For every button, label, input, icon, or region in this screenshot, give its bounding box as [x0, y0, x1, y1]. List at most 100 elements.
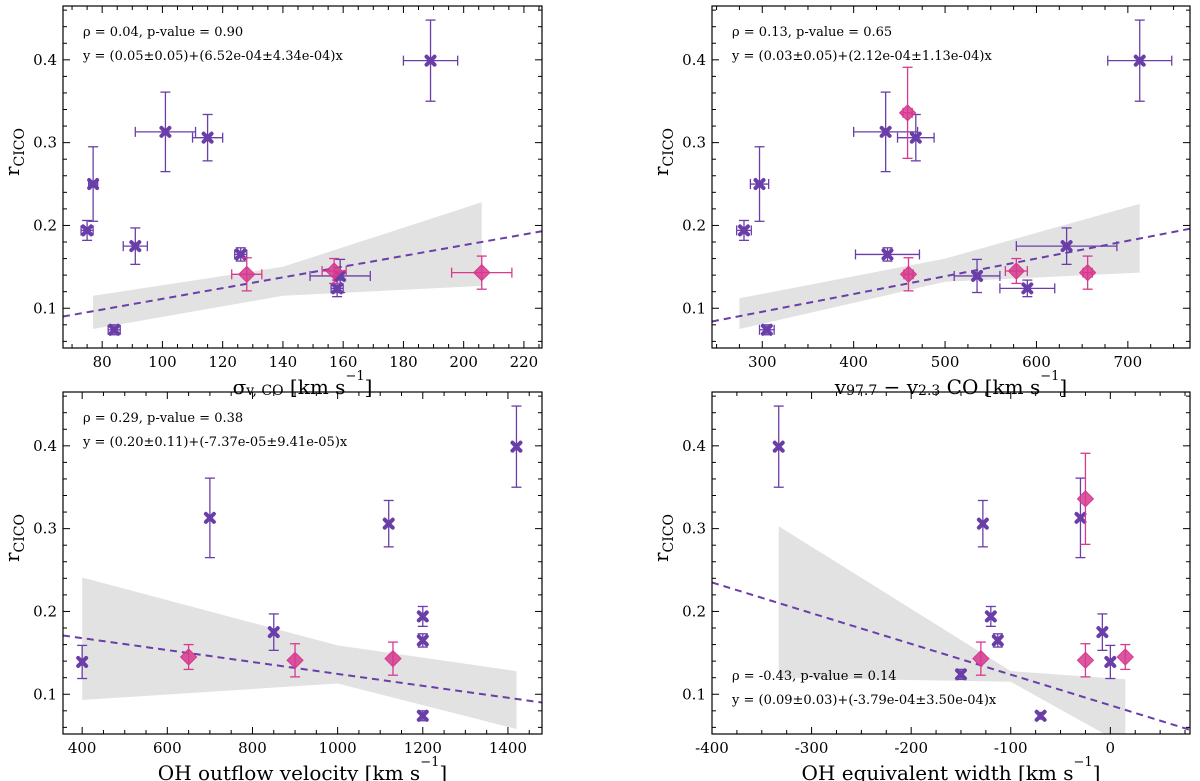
y-axis-label: rCICO: [0, 514, 28, 562]
x-tick-label: 400: [839, 353, 868, 371]
data-point-cross: [772, 405, 785, 488]
y-tick-label: 0.2: [33, 216, 57, 234]
data-point-cross: [416, 605, 429, 627]
x-tick-label: 500: [931, 353, 960, 371]
x-tick-label: 1200: [404, 739, 442, 757]
data-point-cross: [107, 323, 121, 336]
data-point-diamond: [1004, 257, 1028, 285]
x-tick-label: -200: [894, 739, 928, 757]
data-point-diamond: [321, 257, 347, 285]
data-point-cross: [999, 279, 1056, 298]
correlation-annotation: ρ = 0.13, p-value = 0.65: [732, 25, 892, 40]
data-point-cross: [402, 19, 459, 102]
cross-marker: [416, 709, 429, 722]
data-point-cross: [510, 405, 523, 488]
data-point-cross: [203, 477, 216, 559]
cross-marker: [201, 131, 214, 144]
cross-marker: [971, 269, 984, 282]
cross-marker: [1096, 626, 1109, 639]
x-tick-label: 700: [1114, 353, 1143, 371]
data-point-cross: [1104, 644, 1117, 680]
confidence-band: [739, 203, 1140, 329]
x-tick-label: 140: [269, 353, 298, 371]
fit-line: [712, 227, 1190, 323]
diamond-marker: [1076, 490, 1095, 508]
y-axis-label: rCICO: [649, 514, 677, 562]
data-point-cross: [953, 258, 1001, 294]
data-point-diamond: [450, 255, 513, 290]
x-axis-label: v97.7 − v2.3 CO [km s−1]: [834, 369, 1067, 399]
diamond-marker: [899, 265, 918, 284]
data-point-cross: [1074, 477, 1087, 559]
cross-marker: [1060, 240, 1073, 253]
data-point-cross: [954, 668, 967, 681]
data-point-cross: [267, 613, 280, 652]
y-axis-label: rCICO: [0, 128, 28, 176]
data-point-cross: [87, 146, 100, 222]
axes-frame: [711, 391, 1191, 735]
data-point-diamond: [286, 643, 304, 678]
confidence-band: [778, 526, 1126, 734]
y-tick-label: 0.3: [682, 520, 706, 538]
diamond-marker: [1116, 648, 1134, 666]
diamond-marker: [972, 649, 990, 668]
data-point-cross: [80, 219, 94, 241]
cross-marker: [1104, 655, 1117, 668]
panel-1: 80 100 120 140 160 180 200 220 0.1 0.2 0.3 0.4 ρ = 0…: [0, 5, 543, 399]
y-tick-label: 0.1: [33, 299, 57, 317]
data-point-cross: [382, 499, 395, 548]
axes-frame: [711, 5, 1191, 349]
data-point-cross: [736, 219, 752, 241]
diamond-marker: [286, 651, 304, 670]
data-point-diamond: [384, 641, 402, 676]
confidence-band: [82, 577, 517, 729]
x-tick-label: 180: [389, 353, 418, 371]
fit-line: [63, 230, 542, 318]
x-tick-label: 1000: [319, 739, 357, 757]
data-point-cross: [1107, 19, 1173, 102]
cross-marker: [909, 131, 922, 144]
cross-marker: [382, 517, 395, 530]
cross-marker: [76, 655, 89, 668]
x-tick-label: 80: [93, 353, 112, 371]
cross-marker: [87, 178, 100, 191]
y-axis-label: rCICO: [649, 128, 677, 176]
cross-marker: [991, 634, 1004, 647]
cross-marker: [1074, 511, 1087, 524]
x-tick-label: -100: [994, 739, 1028, 757]
y-tick-label: 0.3: [33, 520, 57, 538]
data-point-cross: [76, 644, 89, 680]
data-point-cross: [330, 279, 344, 298]
cross-marker: [1034, 709, 1047, 722]
axes-frame: [62, 391, 543, 735]
cross-marker: [1133, 54, 1146, 67]
cross-marker: [737, 224, 750, 237]
data-point-cross: [191, 113, 224, 162]
x-tick-label: -400: [695, 739, 729, 757]
cross-marker: [954, 668, 967, 681]
x-tick-label: 100: [148, 353, 177, 371]
cross-marker: [772, 440, 785, 453]
x-tick-label: 600: [153, 739, 182, 757]
cross-marker: [753, 178, 766, 191]
fit-equation-annotation: y = (0.20±0.11)+(-7.37e-05±9.41e-05)x: [82, 435, 348, 450]
diamond-marker: [1007, 262, 1026, 280]
y-tick-label: 0.3: [33, 134, 57, 152]
data-point-cross: [854, 247, 921, 262]
panel-2: 300 400 500 600 700 0.1 0.2 0.3 0.4 ρ = 0.13, p-v…: [649, 5, 1191, 399]
cross-marker: [510, 440, 523, 453]
diamond-marker: [1078, 263, 1097, 282]
cross-marker: [108, 323, 121, 336]
cross-marker: [984, 610, 997, 623]
data-point-cross: [1096, 613, 1109, 652]
x-tick-label: 300: [748, 353, 777, 371]
x-tick-label: 400: [68, 739, 97, 757]
correlation-annotation: ρ = 0.29, p-value = 0.38: [83, 411, 243, 426]
y-tick-label: 0.1: [682, 299, 706, 317]
y-tick-label: 0.2: [682, 216, 706, 234]
y-tick-label: 0.3: [682, 134, 706, 152]
diamond-marker: [1076, 651, 1095, 670]
diamond-marker: [325, 262, 343, 280]
diamond-marker: [384, 649, 402, 668]
fit-equation-annotation: y = (0.03±0.05)+(2.12e-04±1.13e-04)x: [731, 49, 993, 64]
